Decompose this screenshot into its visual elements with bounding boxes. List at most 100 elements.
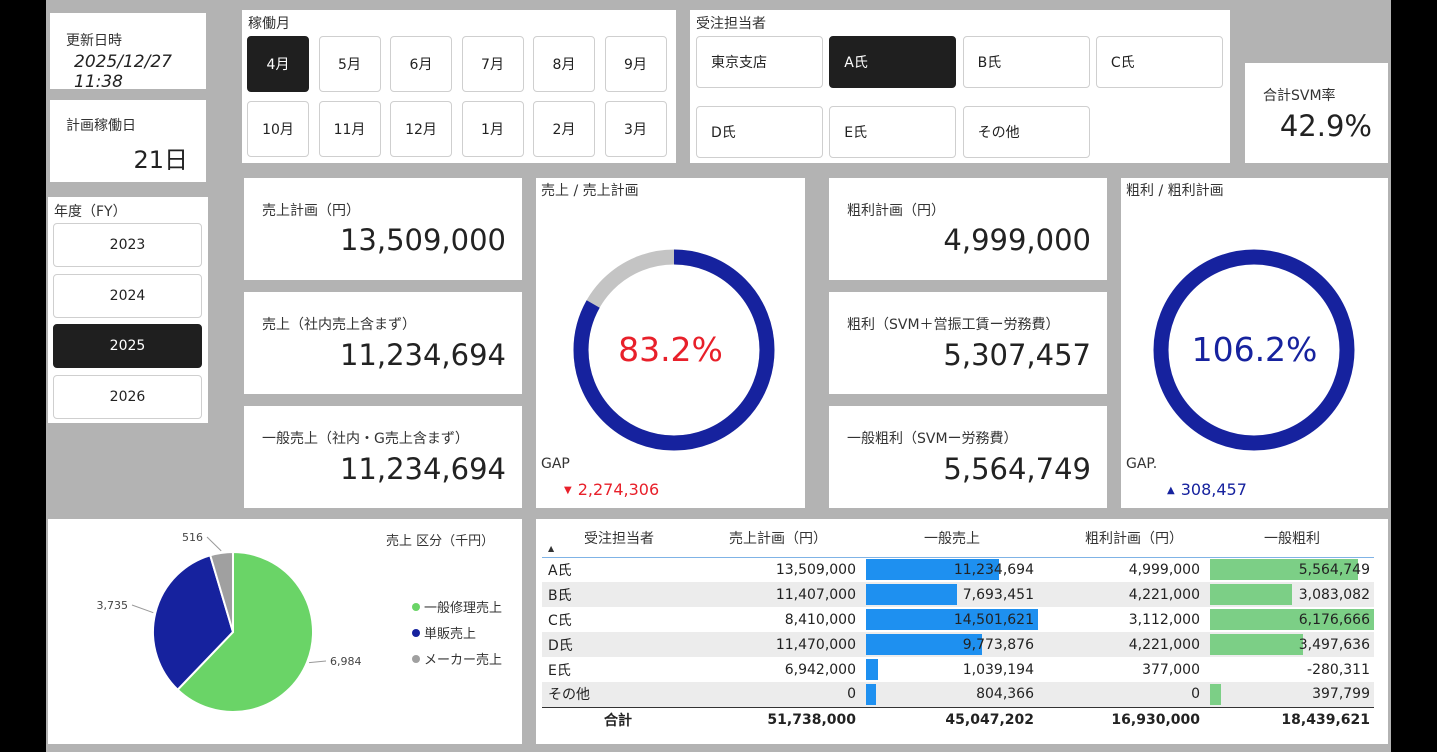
pie-legend-label: 単販売上 (424, 627, 477, 642)
month-option-5[interactable]: 8月 (533, 36, 595, 92)
table-header-general-sales[interactable]: 一般売上 (924, 531, 980, 547)
sales-gap: ▼ 2,274,306 (564, 480, 659, 499)
updated-label: 更新日時 (66, 33, 122, 49)
total-label: 合計 (542, 706, 670, 733)
sales-category-pie: 6,984 3,735 516 (97, 531, 362, 713)
cell-profit-plan: 4,221,000 (1038, 632, 1210, 657)
month-label: 稼働月 (248, 16, 290, 32)
cell-sales-plan: 0 (670, 682, 866, 707)
cell-assignee: E氏 (548, 662, 571, 679)
month-option-1[interactable]: 4月 (247, 36, 309, 92)
table-row[interactable]: C氏 8,410,000 14,501,621 3,112,000 6,176,666 (542, 607, 1374, 632)
month-option-10[interactable]: 1月 (461, 101, 524, 157)
cell-general-sales: 9,773,876 (866, 632, 1038, 657)
cell-assignee: C氏 (548, 612, 572, 629)
month-option-12[interactable]: 3月 (604, 101, 667, 157)
fy-option-2024[interactable]: 2024 (53, 273, 202, 318)
fiscal-year-slicer: 年度（FY） 2023 2024 2025 2026 (48, 197, 208, 423)
cell-assignee: A氏 (548, 562, 572, 579)
assignee-option-7[interactable]: その他 (962, 106, 1090, 158)
assignee-option-5[interactable]: D氏 (696, 106, 823, 158)
cell-sales-plan: 8,410,000 (784, 611, 856, 628)
profit-gap: ▲ 308,457 (1167, 480, 1247, 499)
table-header-row: 受注担当者 ▲ 売上計画（円） 一般売上 粗利計画（円） 一般粗利 (542, 519, 1374, 557)
updated-card: 更新日時 2025/12/27 11:38 (50, 13, 206, 92)
cell-general-sales: 7,693,451 (866, 582, 1038, 607)
fy-option-2026[interactable]: 2026 (53, 374, 202, 419)
cell-general-sales: 14,501,621 (866, 607, 1038, 632)
total-general-sales: 45,047,202 (866, 706, 1038, 733)
cell-general-profit: 6,176,666 (1210, 607, 1374, 632)
table-header-general-profit[interactable]: 一般粗利 (1264, 531, 1320, 547)
month-slicer: 稼働月 4月 5月 6月 7月 8月 9月 10月 11月 12月 1月 2月 3月 (242, 10, 676, 163)
legend-dot-icon (412, 654, 420, 663)
month-option-11[interactable]: 2月 (533, 101, 595, 157)
sales-category-pie-card: 6,984 3,735 516 売上 区分（千円） 一般修理売上 単販売上メーカー売上 (48, 519, 522, 744)
table-row[interactable]: E氏 6,942,000 1,039,194 377,000 -280,311 (542, 657, 1374, 682)
dashboard: 更新日時 2025/12/27 11:38 計画稼働日 21日 年度（FY） 2… (46, 0, 1391, 752)
pie-slice-2[interactable] (152, 554, 235, 692)
month-option-7[interactable]: 10月 (247, 101, 309, 157)
profit-databar (1210, 559, 1358, 580)
profit-databar (1210, 634, 1303, 655)
table-row[interactable]: A氏 13,509,000 11,234,694 4,999,000 5,564,749 (542, 557, 1374, 582)
month-option-8[interactable]: 11月 (318, 101, 381, 157)
cell-general-profit: 5,564,749 (1210, 557, 1374, 582)
profit-actual-label: 粗利（SVM＋営振工賃ー労務費） (847, 317, 1060, 333)
table-header-sales-plan[interactable]: 売上計画（円） (729, 531, 827, 547)
month-option-3[interactable]: 6月 (390, 36, 452, 92)
pie-leader-line-3 (206, 536, 222, 552)
assignee-option-2[interactable]: A氏 (829, 36, 957, 88)
pie-legend-item-3[interactable]: メーカー売上 (412, 649, 502, 668)
general-sales-card: 一般売上（社内・G売上含まず） 11,234,694 (244, 406, 522, 508)
profit-databar (1210, 684, 1221, 705)
pie-title: 売上 区分（千円） (386, 534, 495, 549)
month-option-2[interactable]: 5月 (318, 36, 381, 92)
pie-slice-3[interactable] (208, 550, 234, 633)
table-total-row: 合計 51,738,000 45,047,202 16,930,000 18,439,6… (542, 706, 1374, 733)
profit-actual-card: 粗利（SVM＋営振工賃ー労務費） 5,307,457 (829, 292, 1107, 394)
general-sales-value: 11,234,694 (339, 452, 506, 486)
fy-option-2023[interactable]: 2023 (53, 223, 202, 267)
fy-option-2025[interactable]: 2025 (53, 324, 202, 368)
pie-data-label-3: 516 (182, 531, 203, 544)
sales-actual-card: 売上（社内売上含まず） 11,234,694 (244, 292, 522, 394)
cell-general-sales: 804,366 (866, 682, 1038, 707)
svm-label: 合計SVM率 (1263, 88, 1336, 104)
legend-dot-icon (412, 628, 420, 637)
month-option-9[interactable]: 12月 (390, 101, 452, 157)
table-row[interactable]: B氏 11,407,000 7,693,451 4,221,000 3,083,082 (542, 582, 1374, 607)
sales-databar (866, 684, 876, 705)
assignee-option-1[interactable]: 東京支店 (696, 36, 823, 88)
pie-legend-item-1[interactable]: 一般修理売上 (412, 597, 502, 616)
cell-general-profit: 3,083,082 (1210, 582, 1374, 607)
sales-ratio-donut (573, 249, 775, 451)
sales-ratio-card: 売上 / 売上計画 83.2% GAP ▼ 2,274,306 (536, 178, 805, 508)
cell-profit-plan: 0 (1038, 682, 1210, 707)
assignee-label: 受注担当者 (696, 16, 766, 32)
month-option-4[interactable]: 7月 (461, 36, 524, 92)
table-header-profit-plan[interactable]: 粗利計画（円） (1085, 531, 1183, 547)
pie-slice-1[interactable] (176, 550, 314, 713)
table-row[interactable]: その他 0 804,366 0 397,799 (542, 682, 1374, 707)
profit-databar (1210, 584, 1292, 605)
assignee-option-3[interactable]: B氏 (962, 36, 1090, 88)
pie-legend-label: 一般修理売上 (424, 601, 503, 616)
profit-plan-value: 4,999,000 (943, 223, 1091, 257)
pie-data-label-1: 6,984 (330, 655, 362, 668)
table-row[interactable]: D氏 11,470,000 9,773,876 4,221,000 3,497,636 (542, 632, 1374, 657)
cell-general-profit: 397,799 (1210, 682, 1374, 707)
sales-gap-label: GAP (541, 456, 570, 472)
pie-leader-line-1 (309, 660, 327, 664)
profit-plan-label: 粗利計画（円） (847, 203, 945, 219)
sort-asc-icon: ▲ (548, 544, 555, 553)
month-option-6[interactable]: 9月 (604, 36, 667, 92)
cell-profit-plan: 377,000 (1142, 661, 1200, 678)
assignee-option-6[interactable]: E氏 (829, 106, 957, 158)
cell-profit-plan: 4,999,000 (1128, 561, 1200, 578)
table-header-assignee[interactable]: 受注担当者 ▲ (548, 531, 654, 553)
pie-legend-item-2[interactable]: 単販売上 (412, 623, 476, 642)
cell-general-sales: 11,234,694 (866, 557, 1038, 582)
assignee-option-4[interactable]: C氏 (1095, 36, 1223, 88)
total-profit-plan: 16,930,000 (1038, 706, 1210, 733)
